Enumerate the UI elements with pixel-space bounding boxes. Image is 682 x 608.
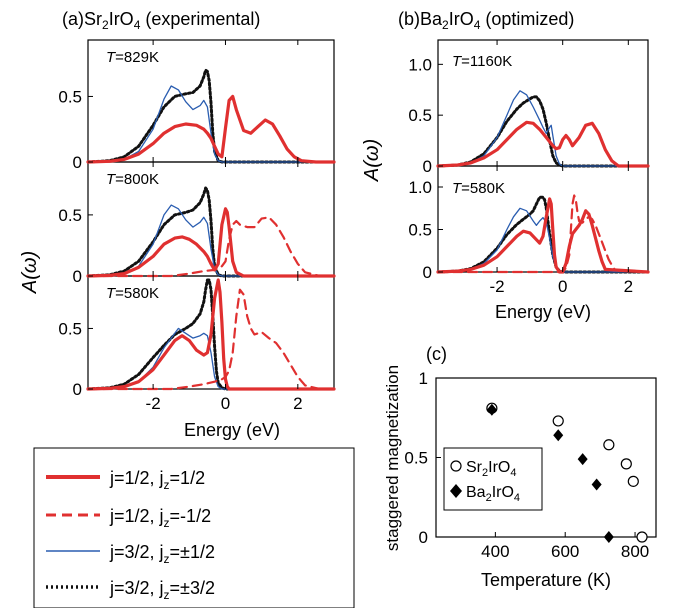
panel-c-ylabel: staggered magnetization <box>383 365 402 551</box>
sr2iro4-point <box>627 475 639 487</box>
panel-b-xtick-label: 0 <box>558 277 567 296</box>
ba2iro4-point <box>603 531 614 543</box>
panel-b-curves <box>436 90 650 274</box>
legend-marker-ba2iro4 <box>450 484 462 498</box>
panel-b1-curve-j12-jz-p12 <box>436 120 650 168</box>
panel-b-ticks: 0 0.5 1.0 0 0.5 1.0 -2 0 2 <box>408 40 633 296</box>
sr2iro4-point <box>552 415 564 427</box>
panel-b2-ytick-label: 0.5 <box>408 221 432 240</box>
panel-a2-curve-j12-jz-p12 <box>86 207 336 278</box>
temp-label-b1: T=1160K <box>452 53 512 70</box>
temp-label-a2: T=800K <box>106 171 159 188</box>
legend-label-j12-p12: j=1/2, jz=1/2 <box>109 468 205 492</box>
ba2iro4-point <box>577 453 588 466</box>
ba2iro4-point <box>591 478 602 491</box>
panel-c-xlabel: Temperature (K) <box>481 570 611 590</box>
ba2iro4-point <box>486 403 497 416</box>
panel-a-xlabel: Energy (eV) <box>184 420 280 440</box>
panel-a3-curve-j12-jz-p12 <box>86 278 336 391</box>
panel-a-ticks: 0 0.5 0 0.5 0 0.5 -2 0 2 <box>58 40 303 413</box>
panel-b-xlabel: Energy (eV) <box>495 302 591 322</box>
legend-marker-sr2iro4 <box>450 460 462 472</box>
sr2iro4-point <box>636 531 648 543</box>
panel-a3-ytick-label: 0.5 <box>58 319 82 338</box>
magnetization-legend: Sr2IrO4 Ba2IrO4 <box>443 447 543 511</box>
panel-a3-frame <box>87 275 335 390</box>
panel-b2-ytick-label: 1.0 <box>408 178 432 197</box>
panel-a1-curve-j32-jz-pm12 <box>87 85 335 163</box>
curve-legend-box <box>33 447 355 608</box>
panel-b-ylabel: A(ω) <box>361 139 383 182</box>
panel-b2-curve-j12-jz-p12 <box>436 197 650 274</box>
panel-b1-curve-j32-jz-pm12 <box>437 90 649 167</box>
panel-b1-curve-j32-jz-pm32 <box>436 95 650 168</box>
panel-a3-ytick-label: 0 <box>73 380 82 399</box>
temp-label-a1: T=829K <box>106 49 159 66</box>
panel-a-curves <box>86 68 336 391</box>
legend-label-j32-pm12: j=3/2, jz=±1/2 <box>109 542 215 566</box>
legend-label-ba2iro4: Ba2IrO4 <box>466 484 520 504</box>
panel-c-ytick-label: 0.5 <box>404 449 428 468</box>
panel-c-label: (c) <box>426 344 447 364</box>
sr2iro4-point <box>603 439 615 451</box>
temp-label-b2: T=580K <box>452 180 505 197</box>
ba2iro4-point <box>553 429 564 442</box>
panel-a1-curve-j12-jz-p12 <box>86 94 336 164</box>
panel-c-xtick-label: 400 <box>481 542 509 561</box>
sr2iro4-point <box>620 458 632 470</box>
magnetization-legend-box <box>443 447 543 511</box>
panel-c-markers <box>486 402 648 543</box>
panel-b-xtick-label: 2 <box>624 277 633 296</box>
panel-a2-ytick-label: 0.5 <box>58 206 82 225</box>
curve-legend: j=1/2, jz=1/2 j=1/2, jz=-1/2 j=3/2, jz=±… <box>33 447 355 608</box>
panel-c-ytick-label: 1 <box>419 369 428 388</box>
legend-label-j12-m12: j=1/2, jz=-1/2 <box>109 506 211 530</box>
panel-c-ticks: 400 600 800 0 0.5 1 <box>404 369 649 561</box>
panel-b-title: (b)Ba2IrO4 (optimized) <box>398 9 574 32</box>
panel-b2-ytick-label: 0 <box>423 263 432 282</box>
panel-c-ytick-label: 0 <box>419 528 428 547</box>
panel-b1-ytick-label: 0 <box>423 157 432 176</box>
panel-a-xtick-label: -2 <box>146 394 161 413</box>
panel-c-xtick-label: 600 <box>551 542 579 561</box>
legend-label-sr2iro4: Sr2IrO4 <box>466 459 516 479</box>
legend-label-j32-pm32: j=3/2, jz=±3/2 <box>109 578 215 602</box>
panel-b2-curve-j32-jz-pm12 <box>437 207 649 273</box>
panel-a3-curve-j32-jz-pm32 <box>86 278 336 391</box>
panel-b1-ytick-label: 0.5 <box>408 106 432 125</box>
panel-a1-ytick-label: 0.5 <box>58 87 82 106</box>
panel-c-xtick-label: 800 <box>621 542 649 561</box>
panel-a-title: (a)Sr2IrO4 (experimental) <box>62 9 260 32</box>
panel-a3-curve-j12-jz-m12 <box>86 288 336 391</box>
panel-a1-curve-j32-jz-pm32 <box>86 68 336 164</box>
panel-a1-ytick-label: 0 <box>73 153 82 172</box>
panel-a-ylabel: A(ω) <box>19 251 41 294</box>
panel-a-xtick-label: 0 <box>221 394 230 413</box>
panel-a-frames <box>87 39 335 390</box>
panel-a2-curve-j12-jz-m12 <box>86 216 336 278</box>
temp-label-a3: T=580K <box>106 285 159 302</box>
panel-a-xtick-label: 2 <box>293 394 302 413</box>
panel-b-xtick-label: -2 <box>490 277 505 296</box>
panel-a2-ytick-label: 0 <box>73 267 82 286</box>
panel-b1-ytick-label: 1.0 <box>408 55 432 74</box>
